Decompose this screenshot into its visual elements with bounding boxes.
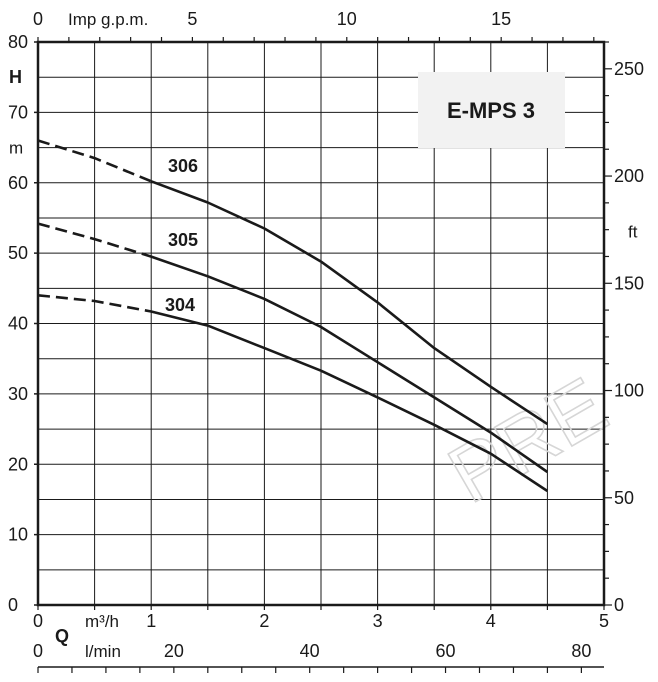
y-left-tick-label: 50 [8,243,28,263]
x-top-tick-label: 0 [33,9,43,29]
x-bottom2-tick-label: 20 [164,641,184,661]
x-bottom-tick-label: 2 [259,611,269,631]
axes [34,37,612,673]
curve-306-dashed [37,139,152,183]
y-left-tick-label: 70 [8,102,28,122]
x-bottom-tick-label: 3 [373,611,383,631]
x-bottom-tick-label: 1 [146,611,156,631]
x-bottom-axis-title: Q [55,626,69,646]
y-left-tick-label: 40 [8,314,28,334]
y-right-tick-label: 250 [614,59,644,79]
chart-title: E-MPS 3 [447,98,535,123]
curve-label-305: 305 [168,230,198,250]
x-bottom2-tick-label: 80 [571,641,591,661]
x-top-tick-label: 5 [187,9,197,29]
x-bottom-tick-label: 0 [33,611,43,631]
y-left-tick-label: 0 [8,595,18,615]
curve-304-dashed [37,294,152,313]
y-right-tick-label: 150 [614,273,644,293]
y-left-tick-label: 20 [8,454,28,474]
y-right-tick-label: 0 [614,595,624,615]
curve-305 [150,255,549,474]
y-left-tick-label: 80 [8,32,28,52]
title-box-background [418,72,565,148]
curve-306 [150,180,549,426]
x-bottom2-axis-unit: l/min [85,642,121,661]
curve-label-306: 306 [168,156,198,176]
x-bottom-tick-label: 5 [599,611,609,631]
x-top-tick-label: 10 [337,9,357,29]
y-right-tick-label: 50 [614,488,634,508]
y-left-tick-label: 30 [8,384,28,404]
y-left-axis-unit: m [9,139,23,158]
y-left-axis-title: H [9,67,22,87]
x-top-axis-title: Imp g.p.m. [68,10,148,29]
curve-305-dashed [37,222,152,258]
y-left-tick-label: 10 [8,525,28,545]
x-bottom2-tick-label: 60 [436,641,456,661]
curve-label-304: 304 [165,295,195,315]
y-left-tick-label: 60 [8,173,28,193]
y-right-tick-label: 100 [614,381,644,401]
x-bottom-axis-unit: m³/h [85,612,119,631]
y-right-tick-label: 200 [614,166,644,186]
x-bottom-tick-label: 4 [486,611,496,631]
curve-304 [150,310,549,493]
x-top-tick-label: 15 [491,9,511,29]
title-box: E-MPS 3 [418,72,565,148]
y-right-axis-title: ft [628,223,638,242]
curves [37,139,549,493]
x-bottom2-tick-label: 0 [33,641,43,661]
x-bottom2-tick-label: 40 [300,641,320,661]
